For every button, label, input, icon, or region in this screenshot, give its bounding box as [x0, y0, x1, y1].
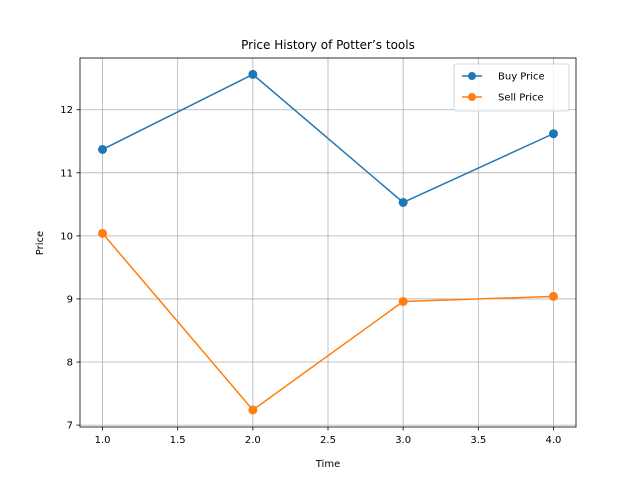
legend-frame [453, 63, 570, 112]
grid-lines [80, 58, 576, 427]
sell-price-legend-label: Sell Price [498, 93, 544, 104]
chart-title: Price History of Potter’s tools [241, 38, 415, 52]
x-tick-label: 2.5 [320, 435, 336, 446]
sell-price-point [248, 405, 258, 415]
buy-price-legend-label: Buy Price [498, 72, 545, 83]
buy-price-point [548, 129, 558, 139]
buy-price-legend-marker [468, 72, 476, 80]
legend: Buy Price Sell Price [453, 63, 570, 112]
y-tick-label: 9 [67, 294, 73, 305]
series-layer [98, 69, 558, 415]
y-tick-label: 12 [60, 105, 73, 116]
buy-price-point [98, 144, 108, 154]
sell-price-point [98, 228, 108, 238]
y-axis-title: Price [35, 231, 46, 255]
y-tick-label: 10 [60, 231, 73, 242]
x-tick-label: 1.5 [170, 435, 186, 446]
axis-ticks: 1.0 1.5 2.0 2.5 3.0 3.5 4.0 7 8 9 10 11 12 [60, 105, 561, 446]
buy-price-point [248, 69, 258, 79]
buy-price-point [398, 197, 408, 207]
sell-price-point [548, 291, 558, 301]
x-tick-label: 3.0 [395, 435, 411, 446]
x-tick-label: 1.0 [95, 435, 111, 446]
y-tick-label: 7 [67, 421, 73, 432]
x-axis-title: Time [315, 459, 340, 470]
y-tick-label: 11 [60, 168, 73, 179]
sell-price-legend-marker [468, 93, 476, 101]
x-tick-label: 2.0 [245, 435, 261, 446]
x-tick-label: 4.0 [546, 435, 562, 446]
sell-price-point [398, 296, 408, 306]
sell-price-line [101, 232, 555, 411]
buy-price-line [101, 73, 555, 204]
y-tick-label: 8 [67, 358, 73, 369]
x-tick-label: 3.5 [470, 435, 486, 446]
